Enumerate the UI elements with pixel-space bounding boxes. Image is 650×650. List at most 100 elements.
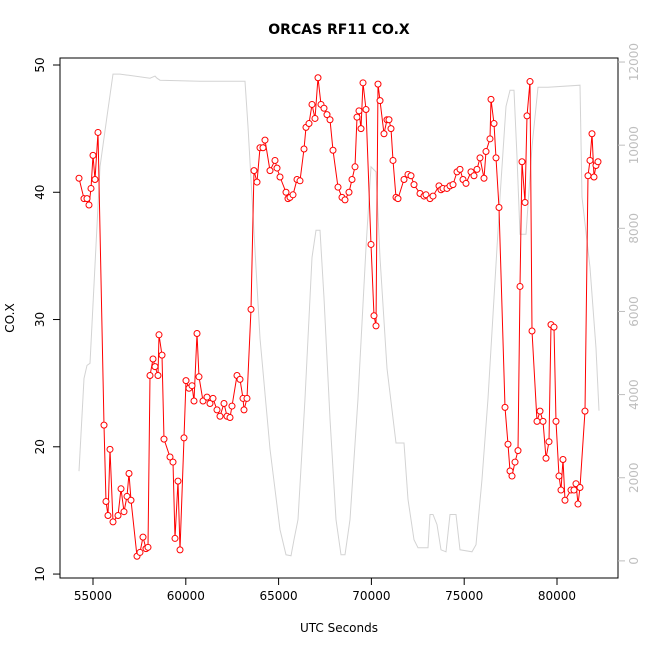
point xyxy=(83,195,91,203)
point xyxy=(160,435,168,443)
point xyxy=(545,438,553,446)
point xyxy=(341,196,349,204)
point xyxy=(348,176,356,184)
y2-tick-label: 10000 xyxy=(627,126,641,164)
point xyxy=(588,130,596,138)
point xyxy=(266,167,274,175)
point xyxy=(511,458,519,466)
y-tick-label: 40 xyxy=(33,185,47,200)
point xyxy=(75,174,83,182)
point xyxy=(155,331,163,339)
point xyxy=(487,95,495,103)
point xyxy=(188,382,196,390)
point xyxy=(359,79,367,87)
point xyxy=(320,104,328,112)
point xyxy=(91,176,99,184)
point xyxy=(374,80,382,88)
point xyxy=(480,174,488,182)
point xyxy=(367,240,375,248)
point xyxy=(100,421,108,429)
point xyxy=(334,183,342,191)
y2-tick-label: 8000 xyxy=(627,213,641,244)
point xyxy=(85,201,93,209)
point xyxy=(516,282,524,290)
point xyxy=(372,322,380,330)
point xyxy=(195,373,203,381)
point xyxy=(308,100,316,108)
point xyxy=(305,120,313,128)
point xyxy=(220,400,228,408)
point xyxy=(387,125,395,133)
point xyxy=(476,154,484,162)
point xyxy=(311,114,319,122)
point xyxy=(213,406,221,414)
point xyxy=(169,458,177,466)
point xyxy=(353,113,361,121)
point xyxy=(410,181,418,189)
point xyxy=(226,414,234,422)
x-tick-label: 75000 xyxy=(445,589,483,603)
point xyxy=(154,372,162,380)
point xyxy=(407,172,415,180)
point xyxy=(345,188,353,196)
point xyxy=(94,128,102,136)
point xyxy=(576,484,584,492)
point xyxy=(114,512,122,520)
point xyxy=(282,188,290,196)
x-tick-label: 55000 xyxy=(74,589,112,603)
point xyxy=(385,116,393,124)
point xyxy=(462,179,470,187)
point xyxy=(314,74,322,82)
point xyxy=(139,533,147,541)
point xyxy=(518,158,526,166)
x-tick-label: 65000 xyxy=(260,589,298,603)
point xyxy=(149,355,157,363)
point xyxy=(296,177,304,185)
point xyxy=(117,485,125,493)
point xyxy=(357,125,365,133)
point xyxy=(394,195,402,203)
point xyxy=(158,351,166,359)
point xyxy=(557,486,565,494)
point xyxy=(271,156,279,164)
point xyxy=(102,498,110,506)
y-tick-label: 10 xyxy=(33,566,47,581)
y-tick-label: 30 xyxy=(33,312,47,327)
point xyxy=(550,323,558,331)
point xyxy=(490,120,498,128)
point xyxy=(250,167,258,175)
x-tick-label: 80000 xyxy=(538,589,576,603)
point xyxy=(533,417,541,425)
x-axis-label: UTC Seconds xyxy=(300,621,378,635)
point xyxy=(473,165,481,173)
point xyxy=(127,496,135,504)
point xyxy=(136,548,144,556)
point xyxy=(456,165,464,173)
point xyxy=(89,151,97,159)
point xyxy=(523,112,531,120)
point xyxy=(559,456,567,464)
point xyxy=(166,453,174,461)
point xyxy=(521,198,529,206)
point xyxy=(171,534,179,542)
plot-frame xyxy=(59,57,619,579)
point xyxy=(125,470,133,478)
point xyxy=(300,145,308,153)
x-tick-label: 60000 xyxy=(167,589,205,603)
point xyxy=(594,158,602,166)
point xyxy=(247,305,255,313)
point xyxy=(482,148,490,156)
point xyxy=(495,204,503,212)
point xyxy=(236,375,244,383)
point xyxy=(362,106,370,114)
point xyxy=(203,393,211,401)
point xyxy=(228,402,236,410)
point xyxy=(176,546,184,554)
point xyxy=(180,434,188,442)
point xyxy=(528,327,536,335)
point xyxy=(380,130,388,138)
point xyxy=(539,417,547,425)
point xyxy=(174,477,182,485)
chart-title: ORCAS RF11 CO.X xyxy=(268,22,410,38)
point xyxy=(370,312,378,320)
